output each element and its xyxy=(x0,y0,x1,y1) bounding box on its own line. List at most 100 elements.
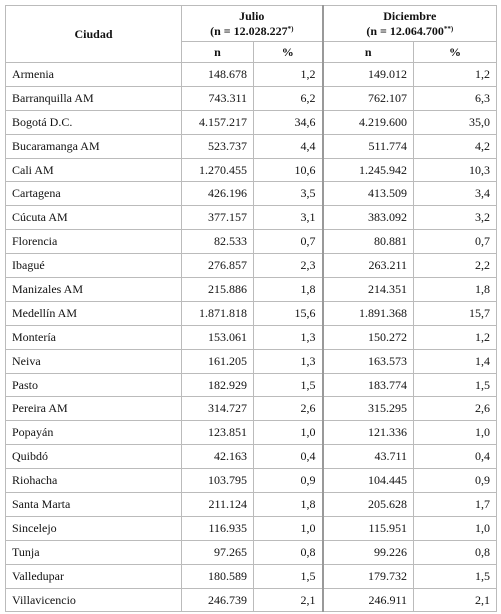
value-cell: 43.711 xyxy=(321,444,415,470)
value-cell: 163.573 xyxy=(321,348,415,374)
city-cell: Cali AM xyxy=(5,157,182,183)
value-cell: 2,1 xyxy=(252,587,324,613)
value-cell: 6,2 xyxy=(252,85,324,111)
value-cell: 214.351 xyxy=(321,277,415,302)
value-cell: 1,0 xyxy=(413,420,498,446)
row: Medellín AM 1.871.818 15,6 1.891.368 15,7 xyxy=(5,300,498,326)
city-cell: Cúcuta AM xyxy=(5,205,182,231)
value-cell: 762.107 xyxy=(321,85,415,111)
value-cell: 211.124 xyxy=(181,492,254,517)
value-cell: 10,3 xyxy=(413,157,498,183)
value-cell: 150.272 xyxy=(321,324,415,350)
subheader: % xyxy=(252,41,324,63)
value-cell: 3,4 xyxy=(413,181,498,207)
value-cell: 3,1 xyxy=(252,205,324,231)
city-cell: Tunja xyxy=(5,539,182,565)
value-cell: 3,2 xyxy=(413,205,498,231)
value-cell: 1,8 xyxy=(252,277,324,302)
text: (n = 12.064.700 xyxy=(366,23,444,38)
city-cell: Pasto xyxy=(5,372,182,398)
value-cell: 161.205 xyxy=(181,348,254,374)
subheader: n xyxy=(321,41,415,63)
city-cell: Quibdó xyxy=(5,444,182,470)
text: Ciudad xyxy=(74,26,113,41)
value-cell: 42.163 xyxy=(181,444,254,470)
subheader: n xyxy=(181,41,254,63)
text: Julio xyxy=(239,8,265,23)
value-cell: 80.881 xyxy=(321,229,415,255)
value-cell: 97.265 xyxy=(181,539,254,565)
row: Pereira AM 314.727 2,6 315.295 2,6 xyxy=(5,396,498,422)
subheader-row: n % n % xyxy=(6,41,498,63)
value-cell: 1,0 xyxy=(252,515,324,541)
row: Bogotá D.C. 4.157.217 34,6 4.219.600 35,0 xyxy=(5,109,498,135)
row: Bucaramanga AM 523.737 4,4 511.774 4,2 xyxy=(5,133,498,159)
row: Valledupar 180.589 1,5 179.732 1,5 xyxy=(5,563,498,589)
row: Cali AM 1.270.455 10,6 1.245.942 10,3 xyxy=(5,157,498,183)
value-cell: 0,9 xyxy=(252,468,324,494)
value-cell: 511.774 xyxy=(321,133,415,159)
data-table: Ciudad Julio (n = 12.028.227*) Diciembre(… xyxy=(5,5,498,613)
value-cell: 0,4 xyxy=(252,444,324,470)
value-cell: 4,2 xyxy=(413,133,498,159)
row: Sincelejo 116.935 1,0 115.951 1,0 xyxy=(5,515,498,541)
row: Villavicencio 246.739 2,1 246.911 2,1 xyxy=(5,587,498,613)
value-cell: 34,6 xyxy=(252,109,324,135)
value-cell: 263.211 xyxy=(321,253,415,279)
value-cell: 1,4 xyxy=(413,348,498,374)
header-row: Ciudad Julio (n = 12.028.227*) Diciembre(… xyxy=(5,5,498,63)
row: Pasto 182.929 1,5 183.774 1,5 xyxy=(5,372,498,398)
value-cell: 15,6 xyxy=(252,300,324,326)
value-cell: 377.157 xyxy=(181,205,254,231)
value-cell: 413.509 xyxy=(321,181,415,207)
city-cell: Pereira AM xyxy=(5,396,182,422)
city-cell: Popayán xyxy=(5,420,182,446)
value-cell: 1,5 xyxy=(252,563,324,589)
text: (n = 12.028.227 xyxy=(210,23,288,38)
value-cell: 35,0 xyxy=(413,109,498,135)
value-cell: 1,2 xyxy=(252,62,324,87)
value-cell: 1.270.455 xyxy=(181,157,254,183)
row: Barranquilla AM 743.311 6,2 762.107 6,3 xyxy=(5,85,498,111)
city-cell: Villavicencio xyxy=(5,587,182,613)
city-cell: Montería xyxy=(5,324,182,350)
text: (n = 12.028.227*) xyxy=(188,24,316,39)
value-cell: 2,3 xyxy=(252,253,324,279)
text: Diciembre xyxy=(383,8,437,23)
value-cell: 6,3 xyxy=(413,85,498,111)
city-cell: Sincelejo xyxy=(5,515,182,541)
table-body: Armenia 148.678 1,2 149.012 1,2 Barranquilla … xyxy=(5,62,498,613)
row: Cartagena 426.196 3,5 413.509 3,4 xyxy=(5,181,498,207)
city-cell: Ibagué xyxy=(5,253,182,279)
value-cell: 4.157.217 xyxy=(181,109,254,135)
text: (n = 12.064.700**) xyxy=(330,24,491,39)
value-cell: 148.678 xyxy=(181,62,254,87)
value-cell: 1.245.942 xyxy=(321,157,415,183)
value-cell: 1,5 xyxy=(413,563,498,589)
value-cell: 1.891.368 xyxy=(321,300,415,326)
value-cell: 0,7 xyxy=(413,229,498,255)
row: Ibagué 276.857 2,3 263.211 2,2 xyxy=(5,253,498,279)
city-header: Ciudad xyxy=(5,5,182,63)
city-cell: Medellín AM xyxy=(5,300,182,326)
julio-header: Julio (n = 12.028.227*) xyxy=(180,5,324,42)
value-cell: 2,1 xyxy=(413,587,498,613)
value-cell: 179.732 xyxy=(321,563,415,589)
value-cell: 2,2 xyxy=(413,253,498,279)
value-cell: 0,8 xyxy=(252,539,324,565)
value-cell: 0,9 xyxy=(413,468,498,494)
value-cell: 183.774 xyxy=(321,372,415,398)
value-cell: 315.295 xyxy=(321,396,415,422)
value-cell: 1,7 xyxy=(413,492,498,517)
row: Armenia 148.678 1,2 149.012 1,2 xyxy=(5,62,498,87)
value-cell: 426.196 xyxy=(181,181,254,207)
value-cell: 0,7 xyxy=(252,229,324,255)
value-cell: 1,0 xyxy=(413,515,498,541)
value-cell: 123.851 xyxy=(181,420,254,446)
value-cell: 0,4 xyxy=(413,444,498,470)
value-cell: 0,8 xyxy=(413,539,498,565)
value-cell: 153.061 xyxy=(181,324,254,350)
note: **) xyxy=(443,24,454,33)
value-cell: 383.092 xyxy=(321,205,415,231)
